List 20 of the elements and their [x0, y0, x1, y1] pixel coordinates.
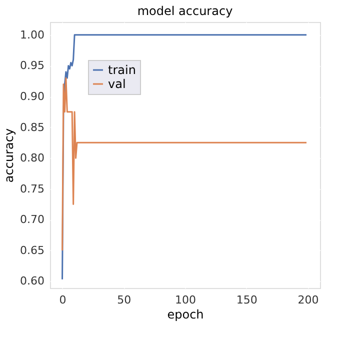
x-axis-title: epoch [167, 308, 204, 322]
y-tick-label: 0.65 [20, 244, 44, 257]
legend-label: val [108, 77, 126, 91]
y-tick-label: 1.00 [20, 28, 44, 42]
y-tick-label: 0.60 [20, 274, 44, 288]
x-tick-label: 50 [117, 294, 132, 306]
x-tick-label: 150 [236, 294, 258, 306]
y-tick-label: 0.85 [20, 120, 44, 134]
y-tick-label: 0.75 [20, 182, 44, 196]
chart-title: model accuracy [137, 4, 233, 18]
y-axis-title: accuracy [2, 128, 16, 183]
x-tick-label: 100 [175, 294, 196, 306]
y-tick-label: 0.90 [20, 90, 44, 104]
x-tick-label: 0 [59, 294, 66, 306]
x-tick-label: 200 [298, 294, 319, 306]
y-tick-label: 0.70 [20, 213, 44, 226]
legend-label: train [108, 63, 136, 77]
y-tick-label: 0.95 [20, 59, 44, 72]
line-series [62, 77, 308, 252]
y-tick-label: 0.80 [20, 152, 44, 165]
